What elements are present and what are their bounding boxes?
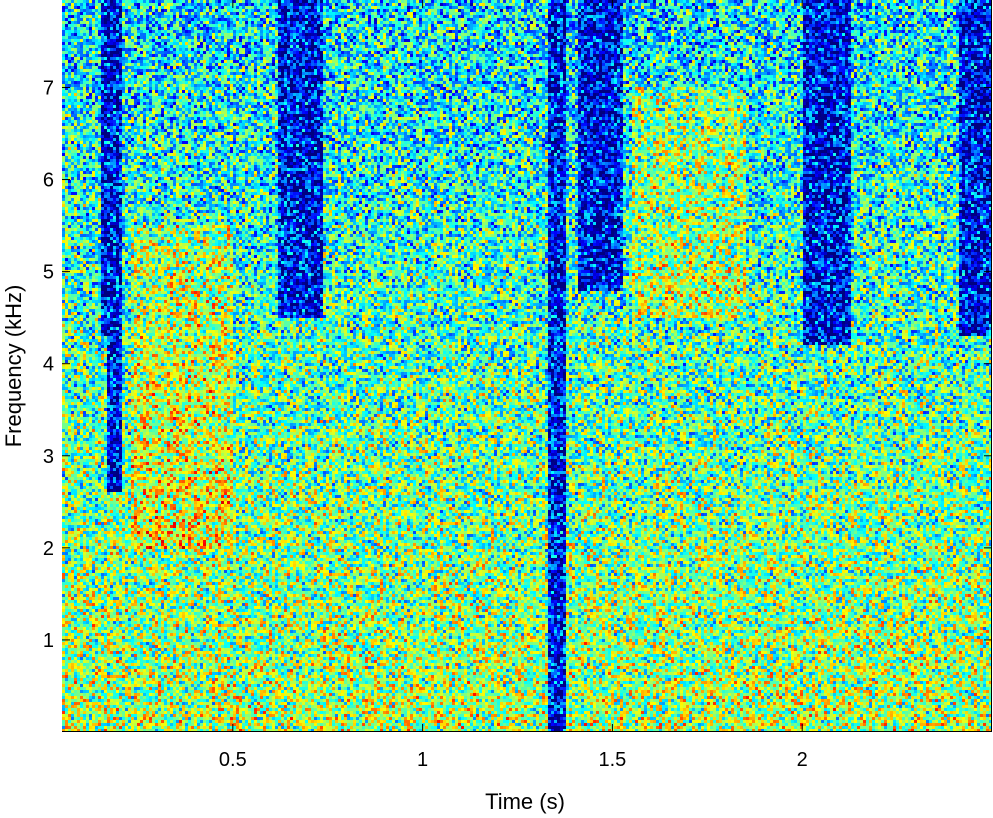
y-tick-label: 6 bbox=[43, 170, 54, 192]
y-tick-label: 4 bbox=[43, 354, 54, 376]
y-tick-label: 5 bbox=[43, 262, 54, 284]
x-tick-label: 0.5 bbox=[219, 749, 247, 771]
spectrogram-heatmap bbox=[62, 0, 991, 731]
x-tick-label: 1.5 bbox=[599, 749, 627, 771]
x-axis-label: Time (s) bbox=[485, 789, 565, 814]
x-tick-label: 2 bbox=[797, 749, 808, 771]
y-axis-ticks: 1 2 3 4 5 6 7 bbox=[43, 77, 992, 652]
y-axis-label: Frequency (kHz) bbox=[1, 285, 26, 448]
y-tick-label: 2 bbox=[43, 538, 54, 560]
y-tick-label: 7 bbox=[43, 77, 54, 99]
x-axis-ticks: 0.5 1 1.5 2 bbox=[219, 0, 808, 771]
y-tick-label: 1 bbox=[43, 630, 54, 652]
spectrogram-plot-area bbox=[62, 0, 992, 732]
y-tick-label: 3 bbox=[43, 446, 54, 468]
x-tick-label: 1 bbox=[417, 749, 428, 771]
